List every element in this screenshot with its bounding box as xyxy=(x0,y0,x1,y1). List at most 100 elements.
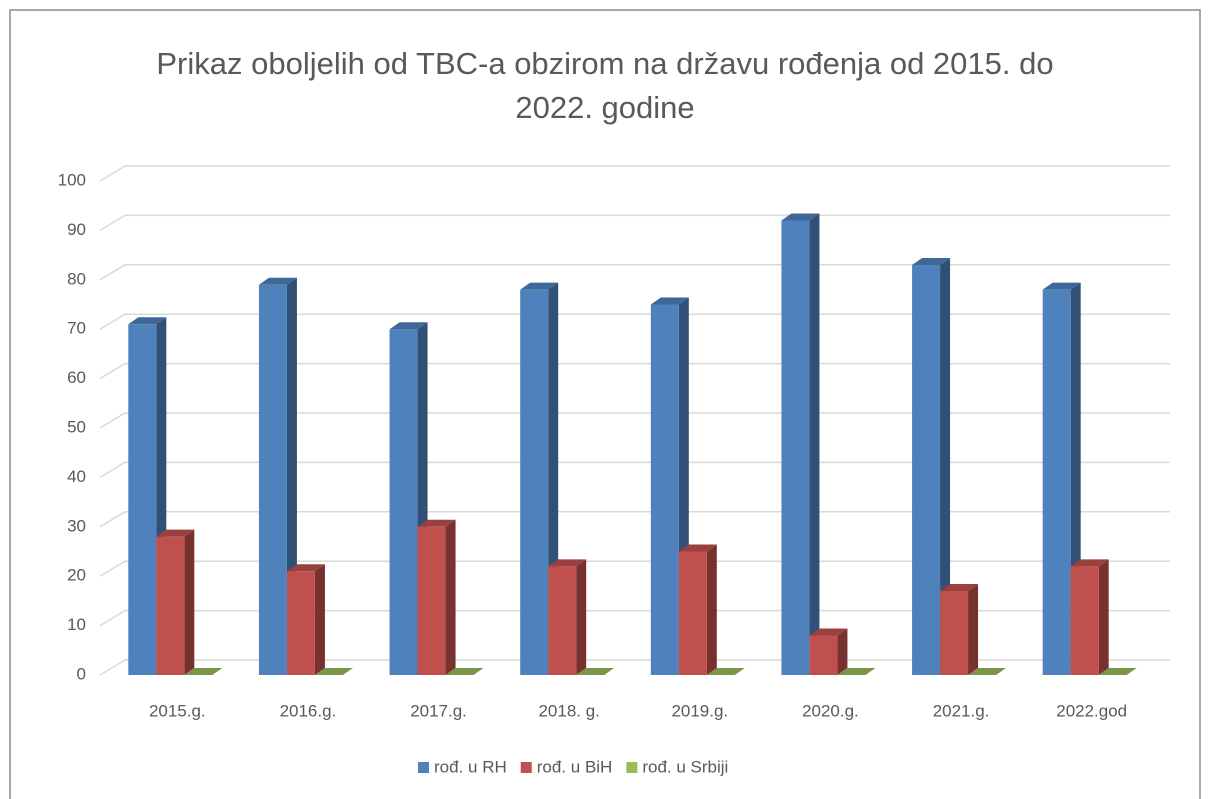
bar-top xyxy=(314,668,353,675)
grid-line xyxy=(99,214,1170,232)
bar-side xyxy=(809,213,820,675)
bar-front xyxy=(156,536,185,675)
bar-side xyxy=(1098,559,1109,675)
bar xyxy=(809,628,848,675)
bar xyxy=(576,668,615,675)
legend-swatch xyxy=(418,762,429,773)
bar-front xyxy=(678,551,707,675)
grid-line xyxy=(99,511,1170,528)
bar-top xyxy=(128,317,167,325)
grid-line xyxy=(99,609,1170,627)
grid-line xyxy=(99,560,1170,577)
bar xyxy=(781,213,820,675)
bar-top xyxy=(520,282,559,290)
bar-top xyxy=(184,668,223,675)
y-tick-label: 100 xyxy=(58,170,86,189)
chart-title: Prikaz oboljelih od TBC-a obzirom na drž… xyxy=(156,46,1054,125)
bar-front xyxy=(940,591,969,675)
bar-side xyxy=(445,519,456,675)
bar-side xyxy=(184,529,195,675)
bar xyxy=(1070,559,1109,675)
bar-front xyxy=(781,220,810,675)
legend-swatch xyxy=(626,762,638,773)
legend-label: rođ. u RH xyxy=(434,757,507,776)
x-tick-label: 2021.g. xyxy=(933,701,990,720)
x-tick-label: 2022.god xyxy=(1056,701,1127,720)
bar xyxy=(184,668,223,675)
bar xyxy=(548,559,587,675)
y-tick-label: 20 xyxy=(67,566,86,585)
x-tick-label: 2018. g. xyxy=(538,701,599,720)
bar-front xyxy=(912,264,941,675)
bar-top xyxy=(389,322,428,330)
bar-top xyxy=(678,544,717,552)
x-tick-label: 2017.g. xyxy=(410,701,467,720)
bar-front xyxy=(520,289,549,675)
bar-front xyxy=(286,571,315,675)
bar-front xyxy=(258,284,287,675)
bar-side xyxy=(968,584,979,675)
bar xyxy=(286,564,325,675)
bar-front xyxy=(128,324,157,675)
bar xyxy=(678,544,717,675)
y-tick-label: 80 xyxy=(67,269,86,288)
bar xyxy=(314,668,353,675)
bar-side xyxy=(314,564,325,675)
bar-top xyxy=(706,668,745,675)
bar-front xyxy=(389,329,418,675)
bar-top xyxy=(912,257,951,265)
grid-line xyxy=(99,461,1170,479)
y-tick-label: 40 xyxy=(67,467,86,486)
legend-swatch xyxy=(520,762,532,773)
bar-top xyxy=(968,668,1007,675)
bar xyxy=(706,668,745,675)
bar-front xyxy=(417,526,446,675)
bar-top xyxy=(548,559,587,567)
legend-label: rođ. u Srbiji xyxy=(642,757,728,776)
bar xyxy=(520,282,559,675)
bar-top xyxy=(286,564,325,572)
bar-side xyxy=(837,628,848,675)
bar-front xyxy=(1042,289,1071,675)
bar-front xyxy=(809,635,838,675)
bar-top xyxy=(1098,668,1137,675)
x-tick-label: 2015.g. xyxy=(149,701,206,720)
y-tick-label: 0 xyxy=(77,664,86,683)
bar-top xyxy=(156,529,195,537)
x-tick-label: 2016.g. xyxy=(280,701,337,720)
bar-top xyxy=(837,668,876,675)
y-tick-label: 60 xyxy=(67,368,86,387)
bar xyxy=(837,668,876,675)
grid-line xyxy=(99,362,1170,380)
bar-top xyxy=(445,668,484,675)
bar-top xyxy=(417,519,456,527)
bar-top xyxy=(809,628,848,636)
bar-front xyxy=(650,304,679,675)
bar-top xyxy=(258,277,297,285)
grid-line xyxy=(99,412,1170,429)
bar-front xyxy=(1070,566,1099,675)
legend-label: rođ. u BiH xyxy=(537,757,613,776)
bar xyxy=(417,519,456,675)
bar xyxy=(1098,668,1137,675)
bar xyxy=(968,668,1007,675)
bar-side xyxy=(940,257,951,675)
bar-top xyxy=(940,584,979,592)
grid-line xyxy=(99,165,1170,182)
bar-top xyxy=(781,213,820,221)
bar xyxy=(156,529,195,675)
bar-top xyxy=(576,668,615,675)
chart-border xyxy=(9,9,1201,799)
bar xyxy=(940,584,979,675)
bar-top xyxy=(650,297,689,305)
y-tick-label: 70 xyxy=(67,319,86,338)
bar-front xyxy=(548,566,577,675)
x-tick-label: 2020.g. xyxy=(802,701,859,720)
bar-top xyxy=(1042,282,1081,290)
bar-top xyxy=(1070,559,1109,567)
x-tick-label: 2019.g. xyxy=(671,701,728,720)
bar-side xyxy=(706,544,717,675)
grid-line xyxy=(99,313,1170,330)
